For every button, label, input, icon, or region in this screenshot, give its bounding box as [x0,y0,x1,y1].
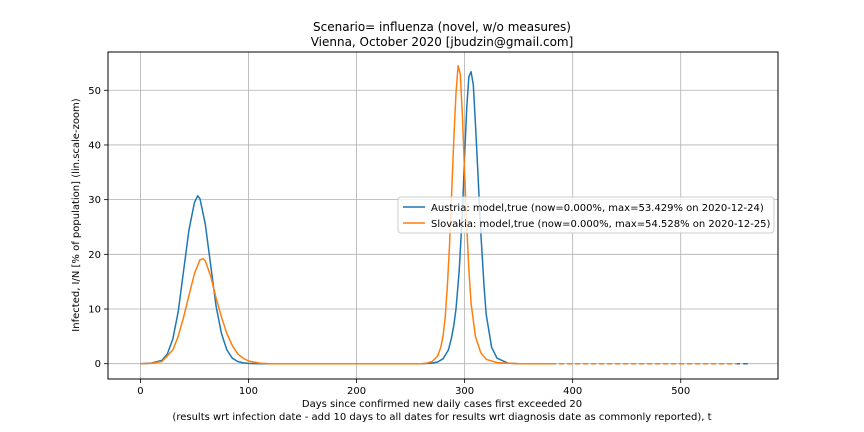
x-tick-label: 200 [347,386,366,397]
chart-title-line1: Scenario= influenza (novel, w/o measures… [313,20,571,34]
ticks: 0 100 200 300 400 500 0 10 20 30 40 50 [88,86,690,397]
y-axis-label: Infected, I/N [% of population] (lin.sca… [71,98,82,331]
y-tick-label: 30 [88,195,101,206]
y-tick-label: 0 [95,359,101,370]
plot-area-frame [107,51,779,380]
x-axis-sublabel: (results wrt infection date - add 10 day… [172,412,711,423]
x-tick-label: 300 [455,386,474,397]
y-tick-label: 20 [88,250,101,261]
legend-label-slovakia: Slovakia: model,true (now=0.000%, max=54… [431,219,771,230]
series-line-slovakia [140,64,552,365]
legend-label-austria: Austria: model,true (now=0.000%, max=53.… [431,203,764,214]
chart-title-line2: Vienna, October 2020 [jbudzin@gmail.com] [311,35,574,49]
y-tick-label: 40 [88,140,101,151]
x-tick-label: 400 [563,386,582,397]
series-layer [140,64,748,365]
legend-box [397,196,775,234]
legend: Austria: model,true (now=0.000%, max=53.… [397,196,775,234]
y-tick-label: 10 [88,305,101,316]
x-tick-label: 0 [137,386,143,397]
x-tick-label: 500 [671,386,690,397]
x-axis-label: Days since confirmed new daily cases fir… [302,399,582,410]
x-tick-label: 100 [239,386,258,397]
y-tick-label: 50 [88,86,101,97]
